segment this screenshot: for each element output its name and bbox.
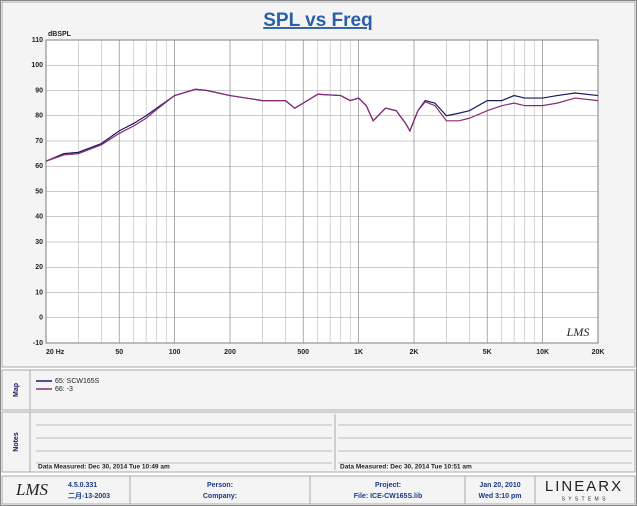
x-tick-label: 5K (483, 349, 492, 356)
brand: LINEARX (545, 478, 623, 495)
y-tick-label: -10 (33, 340, 43, 347)
project: Project: (375, 482, 401, 489)
y-tick-label: 60 (35, 163, 43, 170)
y-tick-label: 20 (35, 264, 43, 271)
x-tick-label: 1K (354, 349, 363, 356)
note-right: Data Measured: Dec 30, 2014 Tue 10:51 am (340, 464, 472, 471)
x-tick-label: 10K (536, 349, 549, 356)
brand-sub: S Y S T E M S (562, 496, 607, 502)
x-tick-label: 200 (224, 349, 236, 356)
x-tick-label: 2K (410, 349, 419, 356)
footer-dividers (129, 476, 536, 504)
map-panel (1, 369, 636, 411)
y-tick-label: 100 (31, 62, 43, 69)
legend-label: 65: SCW165S (55, 378, 100, 385)
map-label: Map (13, 383, 20, 397)
y-tick-label: 30 (35, 239, 43, 246)
chart-title: SPL vs Freq (263, 10, 372, 31)
file: File: ICE-CW165S.lib (354, 493, 422, 500)
y-tick-label: 90 (35, 87, 43, 94)
y-tick-label: 110 (32, 37, 43, 44)
y-tick-label: 40 (35, 214, 43, 221)
notes-panel (1, 411, 636, 473)
legend-label: 66: -3 (55, 386, 73, 393)
x-tick-label: 20 Hz (46, 349, 65, 356)
footer (1, 475, 636, 505)
plot: -10 0 10 20 30 40 50 60 70 80 90 100 110 20 Hz 50 100 20… (31, 37, 604, 356)
x-tick-label: 50 (115, 349, 123, 356)
x-tick-label: 20K (592, 349, 605, 356)
y-axis-label: dBSPL (48, 31, 72, 38)
y-tick-label: 50 (35, 188, 43, 195)
company: Company: (203, 493, 237, 500)
version: 4.5.0.331 (68, 482, 97, 489)
y-tick-label: 70 (35, 138, 43, 145)
x-tick-label: 500 (297, 349, 309, 356)
footer-logo: LMS (15, 480, 49, 499)
person: Person: (207, 482, 233, 489)
series-line (45, 88, 599, 162)
notes-label: Notes (13, 432, 20, 452)
y-tick-label: 0 (39, 315, 43, 322)
y-tick-label: 10 (35, 289, 43, 296)
print-date: Jan 20, 2010 (479, 482, 520, 489)
print-time: Wed 3:10 pm (478, 493, 521, 500)
y-tick-label: 80 (35, 113, 43, 120)
note-lines (36, 424, 632, 464)
watermark: LMS (566, 325, 590, 339)
note-left: Data Measured: Dec 30, 2014 Tue 10:49 am (38, 464, 170, 471)
build-date: 二月-13-2003 (68, 492, 110, 500)
x-tick-label: 100 (169, 349, 181, 356)
